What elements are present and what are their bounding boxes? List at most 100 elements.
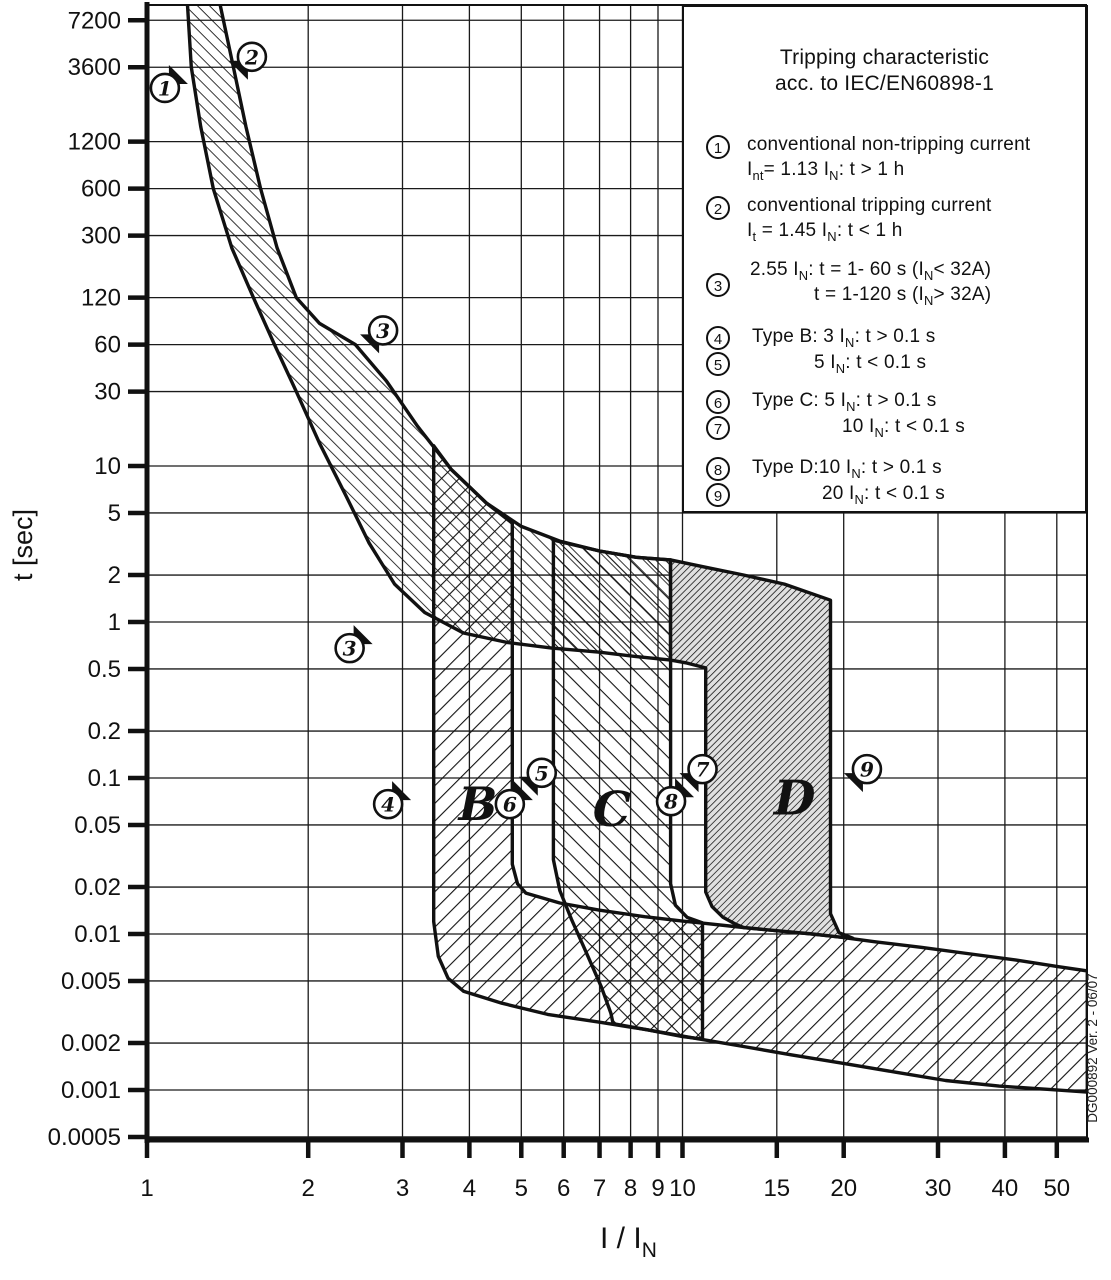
marker-3: 3 xyxy=(360,315,399,354)
legend-item-2-line1: conventional tripping current xyxy=(747,195,992,216)
marker-circle xyxy=(851,753,883,785)
x-tick-label-20: 20 xyxy=(830,1175,857,1202)
y-tick-label-0.2: 0.2 xyxy=(88,718,121,745)
y-tick-label-7200: 7200 xyxy=(68,7,121,34)
marker-7: 7 xyxy=(679,753,718,793)
tick-labels: 7200360012006003001206030105210.50.20.10… xyxy=(48,7,1071,1202)
legend-circle-1: 1 xyxy=(706,135,730,159)
x-tick-label-7: 7 xyxy=(593,1175,606,1202)
marker-number: 1 xyxy=(158,76,172,100)
marker-1: 1 xyxy=(149,64,188,104)
y-tick-label-0.02: 0.02 xyxy=(74,874,121,901)
y-tick-label-3600: 3600 xyxy=(68,54,121,81)
x-tick-label-50: 50 xyxy=(1043,1175,1070,1202)
legend-title-line2: acc. to IEC/EN60898-1 xyxy=(775,72,994,95)
x-tick-label-2: 2 xyxy=(302,1175,315,1202)
legend-circle-4: 4 xyxy=(706,326,730,350)
x-tick-label-10: 10 xyxy=(669,1175,696,1202)
y-tick-label-2: 2 xyxy=(108,562,121,589)
y-tick-label-5: 5 xyxy=(108,500,121,527)
marker-9: 9 xyxy=(843,753,883,793)
legend-item-3-line1: 2.55 IN: t = 1- 60 s (IN< 32A) xyxy=(750,259,992,283)
legend-item-1-line2: Int= 1.13 IN: t > 1 h xyxy=(747,159,905,183)
legend-circle-3: 3 xyxy=(706,273,730,297)
x-tick-label-15: 15 xyxy=(763,1175,790,1202)
type-d-band xyxy=(668,558,855,940)
y-tick-label-0.01: 0.01 xyxy=(74,921,121,948)
marker-circle xyxy=(334,632,365,664)
x-tick-label-3: 3 xyxy=(396,1175,409,1202)
marker-circle xyxy=(687,753,718,785)
marker-number: 3 xyxy=(376,319,390,343)
marker-number: 9 xyxy=(860,758,874,782)
marker-circle xyxy=(494,788,526,820)
y-tick-label-0.002: 0.002 xyxy=(61,1030,121,1057)
x-tick-label-30: 30 xyxy=(925,1175,952,1202)
y-axis-title: t [sec] xyxy=(8,509,38,581)
y-tick-label-0.001: 0.001 xyxy=(61,1077,121,1104)
legend-item-3-line2: t = 1-120 s (IN> 32A) xyxy=(814,284,992,308)
y-tick-label-300: 300 xyxy=(81,223,121,250)
legend-item-6-line1: Type C: 5 IN: t > 0.1 s xyxy=(752,390,937,414)
marker-circle xyxy=(367,315,399,346)
axes xyxy=(128,2,1089,1158)
marker-8: 8 xyxy=(655,778,695,817)
legend-circle-7: 7 xyxy=(706,416,730,440)
marker-6: 6 xyxy=(494,781,533,820)
x-axis-title: I / IN xyxy=(600,1222,657,1262)
y-tick-label-0.05: 0.05 xyxy=(74,812,121,839)
marker-circle xyxy=(372,788,404,820)
legend-circle-8: 8 xyxy=(706,457,730,481)
marker-number: 3 xyxy=(343,637,357,661)
x-tick-label-1: 1 xyxy=(140,1175,153,1202)
marker-5: 5 xyxy=(518,757,558,796)
marker-number: 7 xyxy=(696,758,710,782)
marker-number: 2 xyxy=(244,45,259,69)
marker-number: 5 xyxy=(535,761,549,785)
x-tick-label-40: 40 xyxy=(992,1175,1019,1202)
trip-regions xyxy=(185,5,1087,1094)
watermark: DG000892 Ver. 2 - 06/07 xyxy=(1085,973,1100,1122)
x-tick-label-8: 8 xyxy=(624,1175,637,1202)
legend-item-9-line1: 20 IN: t < 0.1 s xyxy=(822,483,945,507)
marker-4: 4 xyxy=(372,781,412,820)
legend-item-1-line1: conventional non-tripping current xyxy=(747,134,1031,155)
x-tick-label-9: 9 xyxy=(651,1175,664,1202)
legend-title: Tripping characteristic acc. to IEC/EN60… xyxy=(684,45,1085,97)
marker-circle xyxy=(236,41,268,73)
y-tick-label-0.5: 0.5 xyxy=(88,656,121,683)
curve-letter-D: D xyxy=(772,771,816,827)
y-tick-label-600: 600 xyxy=(81,176,121,203)
marker-circle xyxy=(149,72,181,104)
marker-2: 2 xyxy=(228,41,268,80)
x-tick-label-6: 6 xyxy=(557,1175,570,1202)
marker-3: 3 xyxy=(334,625,373,664)
x-tick-label-4: 4 xyxy=(463,1175,476,1202)
curve-letter-B: B xyxy=(457,777,498,831)
marker-number: 6 xyxy=(503,793,517,817)
legend-item-4-line1: Type B: 3 IN: t > 0.1 s xyxy=(752,326,936,350)
legend-circle-6: 6 xyxy=(706,390,730,414)
legend-title-line1: Tripping characteristic xyxy=(779,46,990,69)
y-tick-label-0.1: 0.1 xyxy=(88,765,121,792)
marker-circle xyxy=(526,757,558,789)
legend-item-5-line1: 5 IN: t < 0.1 s xyxy=(814,352,927,376)
legend-item-7-line1: 10 IN: t < 0.1 s xyxy=(842,416,965,440)
legend-box: Tripping characteristic acc. to IEC/EN60… xyxy=(682,5,1087,513)
y-tick-label-120: 120 xyxy=(81,285,121,312)
marker-number: 8 xyxy=(663,790,678,814)
curve-letter-C: C xyxy=(593,782,631,838)
marker-circle xyxy=(655,785,687,817)
y-tick-label-60: 60 xyxy=(94,332,121,359)
x-tick-label-5: 5 xyxy=(515,1175,528,1202)
legend-item-2-line2: It = 1.45 IN: t < 1 h xyxy=(747,220,903,244)
legend-circle-5: 5 xyxy=(706,352,730,376)
y-tick-label-0.0005: 0.0005 xyxy=(48,1124,121,1151)
y-tick-label-1: 1 xyxy=(108,609,121,636)
y-tick-label-30: 30 xyxy=(94,379,121,406)
y-tick-label-0.005: 0.005 xyxy=(61,968,121,995)
legend-item-8-line1: Type D:10 IN: t > 0.1 s xyxy=(752,457,942,481)
legend-circle-9: 9 xyxy=(706,483,730,507)
marker-number: 4 xyxy=(381,793,395,817)
